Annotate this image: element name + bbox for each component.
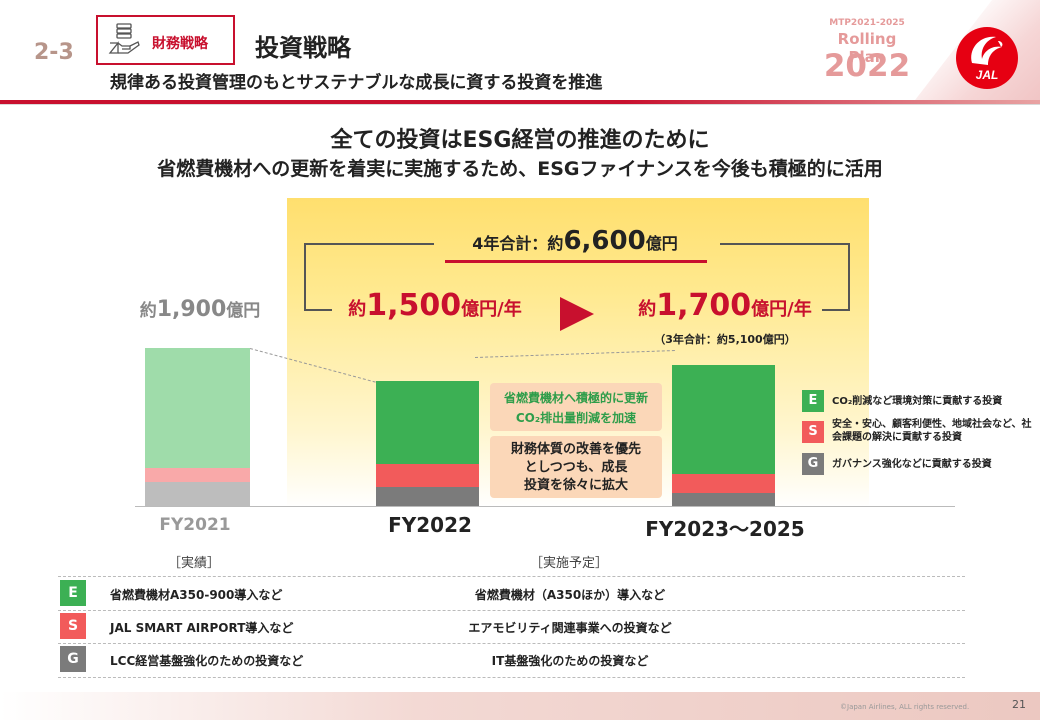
four-year-total: 4年合計：約6,600億円 (445, 226, 705, 256)
category-label-fy2021: FY2021 (159, 515, 231, 535)
table-divider (58, 677, 965, 678)
beige-callout: 財務体質の改善を優先 としつつも、成長 投資を徐々に拡大 (490, 436, 662, 498)
section-number: 2-3 (34, 40, 74, 65)
legend-e-box: E (802, 390, 824, 412)
page-subtitle: 規律ある投資管理のもとサステナブルな成長に資する投資を推進 (110, 73, 603, 93)
green-callout: 省燃費機材へ積極的に更新 CO₂排出量削減を加速 (490, 383, 662, 431)
total-unit: 億円 (645, 234, 678, 253)
row-s-actual: JAL SMART AIRPORT導入など (110, 621, 294, 635)
fy2022-unit: 億円/年 (461, 299, 522, 320)
row-g-box: G (60, 646, 86, 672)
category-label-fy2023-2025: FY2023～2025 (645, 517, 805, 541)
bracket-left-foot (304, 309, 332, 311)
page-number: 21 (1012, 698, 1026, 711)
legend-e-text: CO₂削減など環境対策に貢献する投資 (832, 396, 1003, 407)
beige-callout-line1: 財務体質の改善を優先 (510, 442, 641, 457)
beige-callout-line3: 投資を徐々に拡大 (523, 478, 628, 493)
row-s-box: S (60, 613, 86, 639)
bar-g-0 (145, 481, 250, 506)
legend-g-text: ガバナンス強化などに貢献する投資 (832, 459, 992, 470)
bar-e-0 (145, 348, 250, 468)
mtp-year: 2022 (823, 48, 911, 84)
fy2023-unit: 億円/年 (751, 299, 812, 320)
row-g-planned: IT基盤強化のための投資など (491, 654, 649, 668)
fy2022-prefix: 約 (348, 299, 367, 320)
fy2021-unit: 億円 (226, 301, 261, 321)
legend-g-box: G (802, 453, 824, 475)
bracket-right-vertical (848, 243, 850, 311)
total-number: 6,600 (563, 226, 646, 256)
fy2021-number: 1,900 (156, 297, 227, 322)
fy2023-value: 約1,700億円/年 (615, 288, 835, 323)
bracket-top-right (720, 243, 850, 245)
legend-s-box: S (802, 421, 824, 443)
green-callout-line2: CO₂排出量削減を加速 (515, 411, 637, 425)
headline-main: 全ての投資はESG経営の推進のために (330, 128, 710, 153)
chart-baseline (135, 506, 955, 507)
total-underline (445, 260, 707, 263)
fy2022-value: 約1,500億円/年 (325, 288, 545, 323)
table-divider (58, 643, 965, 644)
fy2023-note: （3年合計：約5,100億円） (654, 333, 796, 346)
mtp-tag: MTP2021-2025 (829, 18, 905, 28)
fy2022-number: 1,500 (366, 288, 462, 323)
bar-s-0 (145, 467, 250, 482)
fy2021-value: 約1,900億円 (120, 296, 280, 322)
fy2023-number: 1,700 (656, 288, 752, 323)
row-e-planned: 省燃費機材（A350ほか）導入など (474, 588, 666, 602)
category-tag-label: 財務戦略 (152, 36, 208, 52)
row-e-actual: 省燃費機材A350-900導入など (110, 588, 283, 602)
beige-callout-line2: としつつも、成長 (524, 460, 628, 475)
headline-sub: 省燃費機材への更新を着実に実施するため、ESGファイナンスを今後も積極的に活用 (157, 158, 883, 180)
copyright: ©Japan Airlines, ALL rights reserved. (840, 703, 970, 711)
page-title: 投資戦略 (255, 34, 351, 62)
table-divider (58, 610, 965, 611)
bracket-right-foot (822, 309, 850, 311)
category-tag-box (96, 15, 235, 65)
row-g-actual: LCC経営基盤強化のための投資など (110, 654, 304, 668)
header-divider-shadow (0, 104, 1040, 105)
legend-s-text: 安全・安心、顧客利便性、地域社会など、社会課題の解決に貢献する投資 (832, 419, 1032, 443)
header-divider (0, 100, 1040, 104)
mtp-plan-label: Rolling Plan (837, 30, 897, 66)
row-e-box: E (60, 580, 86, 606)
fy2023-prefix: 約 (638, 299, 657, 320)
footer-band (0, 692, 1040, 720)
row-s-planned: エアモビリティ関連事業への投資など (468, 621, 672, 635)
jal-logo-text: JAL (976, 68, 999, 82)
jal-crane-logo: JAL (956, 27, 1018, 89)
play-arrow-icon (560, 297, 594, 331)
green-callout-line1: 省燃費機材へ積極的に更新 (503, 391, 648, 405)
coin-hand-icon (108, 23, 140, 54)
table-divider (58, 576, 965, 577)
total-prefix: 4年合計：約 (472, 234, 564, 253)
section-label-planned: ［実施予定］ (530, 556, 609, 571)
fy2021-prefix: 約 (139, 301, 157, 321)
bracket-top-left (304, 243, 434, 245)
category-label-fy2022: FY2022 (388, 513, 472, 537)
bracket-left-vertical (304, 243, 306, 311)
section-label-actual: ［実績］ (168, 556, 221, 571)
